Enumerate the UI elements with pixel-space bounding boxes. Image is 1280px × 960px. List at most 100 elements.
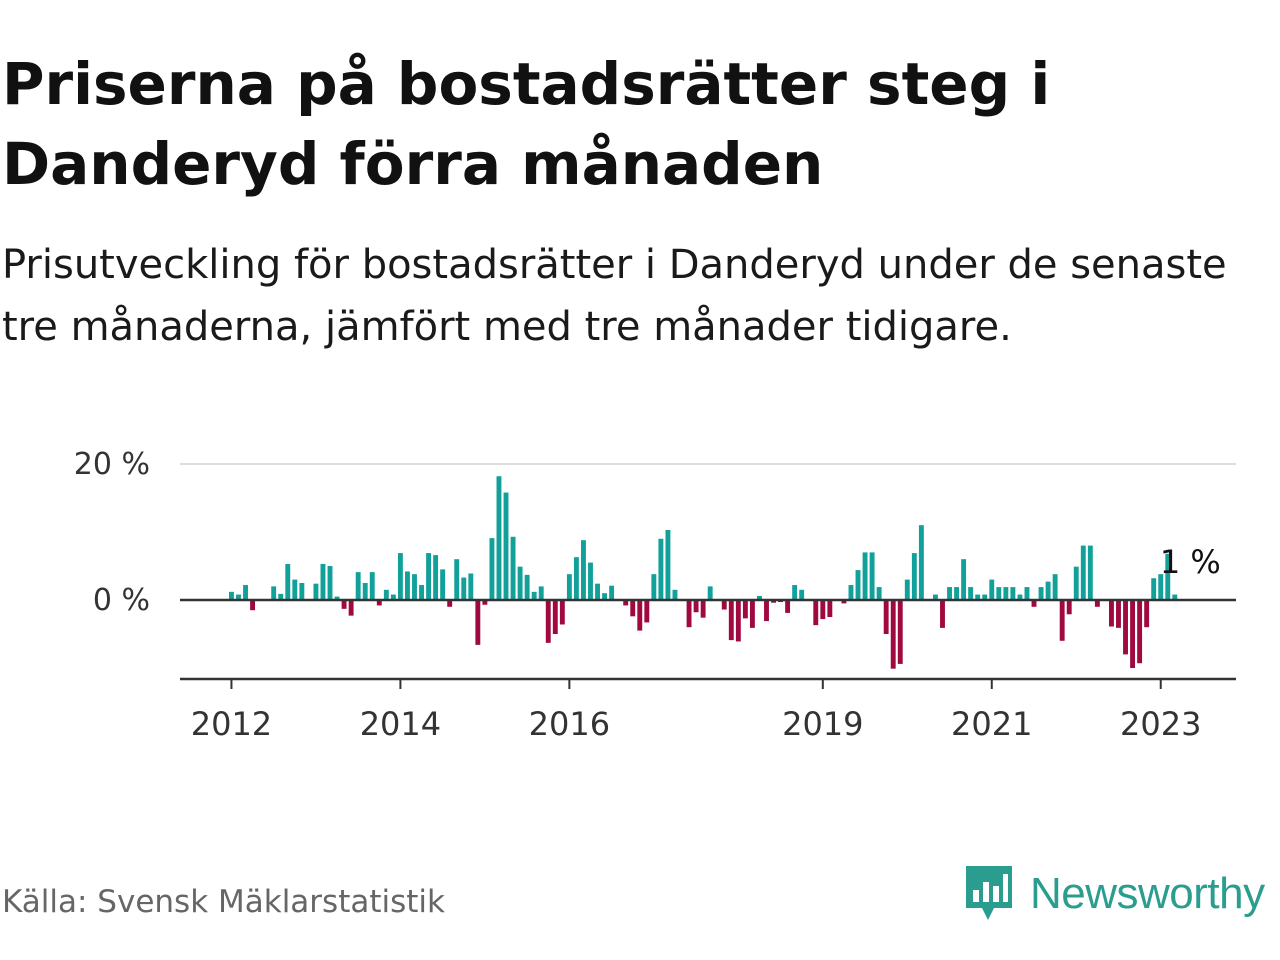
bar — [1130, 600, 1136, 668]
bar — [933, 594, 938, 600]
bar — [644, 600, 650, 623]
bar — [243, 585, 248, 600]
bar — [573, 557, 579, 600]
bar — [735, 600, 741, 642]
bar — [362, 583, 368, 600]
bar — [764, 600, 769, 622]
bar — [602, 593, 608, 600]
bar — [419, 585, 424, 600]
bar — [904, 579, 910, 600]
bar — [792, 585, 798, 600]
bar — [545, 600, 551, 643]
bar — [1003, 587, 1009, 600]
bar — [517, 566, 523, 600]
bar — [1087, 545, 1093, 600]
bar — [742, 600, 748, 619]
bar — [665, 529, 671, 600]
bar — [1066, 600, 1072, 615]
x-tick-label: 2021 — [951, 705, 1032, 743]
bar — [1038, 587, 1044, 600]
bar — [989, 579, 995, 600]
bar — [376, 600, 382, 606]
bar — [236, 594, 241, 600]
x-tick-label: 2014 — [360, 705, 441, 743]
bar — [433, 555, 439, 600]
bar — [426, 553, 432, 600]
x-tick-label: 2012 — [191, 705, 272, 743]
bar — [1080, 545, 1086, 600]
bar — [771, 600, 776, 603]
bar — [313, 583, 319, 600]
bar — [911, 553, 917, 600]
bar — [1165, 553, 1171, 600]
bar — [454, 559, 460, 600]
bar — [1151, 578, 1157, 600]
bar — [975, 594, 981, 600]
bar — [820, 600, 826, 620]
y-tick-label: 0 % — [93, 583, 150, 618]
bar — [334, 596, 340, 600]
bar — [1123, 600, 1128, 655]
bar — [693, 600, 699, 613]
last-value-annotation: 1 % — [1160, 543, 1221, 581]
bar — [383, 589, 389, 600]
bar — [482, 600, 488, 605]
bar — [1059, 600, 1065, 641]
axes — [180, 598, 1236, 689]
newsworthy-logo[interactable]: Newsworthy — [964, 864, 1265, 924]
bar — [862, 552, 868, 600]
bar — [799, 589, 805, 600]
bar — [489, 538, 495, 600]
bar — [1031, 600, 1037, 607]
bar — [503, 492, 509, 600]
x-tick-label: 2019 — [782, 705, 863, 743]
bar — [686, 600, 692, 628]
bar — [954, 587, 960, 600]
bar — [440, 569, 446, 600]
bar — [405, 571, 410, 600]
bar — [996, 587, 1002, 600]
bar — [355, 572, 361, 600]
y-tick-label: 20 % — [74, 447, 150, 482]
bar — [278, 593, 284, 600]
bar — [552, 600, 558, 634]
bars — [229, 476, 1178, 669]
bar — [721, 600, 727, 610]
bar — [1010, 587, 1016, 600]
bar — [468, 573, 474, 600]
bar — [609, 585, 615, 600]
bar — [299, 583, 305, 600]
bar — [1045, 581, 1051, 600]
x-tick-label: 2016 — [529, 705, 610, 743]
bar — [869, 552, 875, 600]
x-tick-label: 2023 — [1120, 705, 1201, 743]
bar — [658, 538, 664, 600]
bar — [327, 566, 333, 600]
bar — [623, 600, 629, 606]
bar — [728, 600, 734, 641]
bar — [292, 579, 298, 600]
chart-subtitle: Prisutveckling för bostadsrätter i Dande… — [2, 242, 1227, 350]
axis-labels: 0 % 20 % 2012 2014 2016 2019 2021 2023 1 % — [74, 447, 1221, 743]
bar — [855, 570, 861, 600]
bar — [827, 600, 833, 617]
bar — [1144, 600, 1150, 628]
bar — [848, 585, 854, 600]
bar — [1017, 594, 1023, 600]
bar — [412, 574, 417, 600]
bar — [707, 586, 713, 600]
bar — [883, 600, 889, 634]
bar — [538, 586, 544, 600]
bar — [968, 587, 974, 600]
bar — [229, 591, 234, 600]
bar — [461, 577, 467, 600]
bar — [897, 600, 903, 664]
bar — [595, 583, 600, 600]
bar — [651, 574, 657, 600]
bar — [637, 600, 643, 631]
bar — [947, 587, 952, 600]
bar — [1024, 587, 1030, 600]
bar — [510, 536, 516, 600]
bar — [1094, 600, 1100, 607]
bar — [890, 600, 896, 669]
